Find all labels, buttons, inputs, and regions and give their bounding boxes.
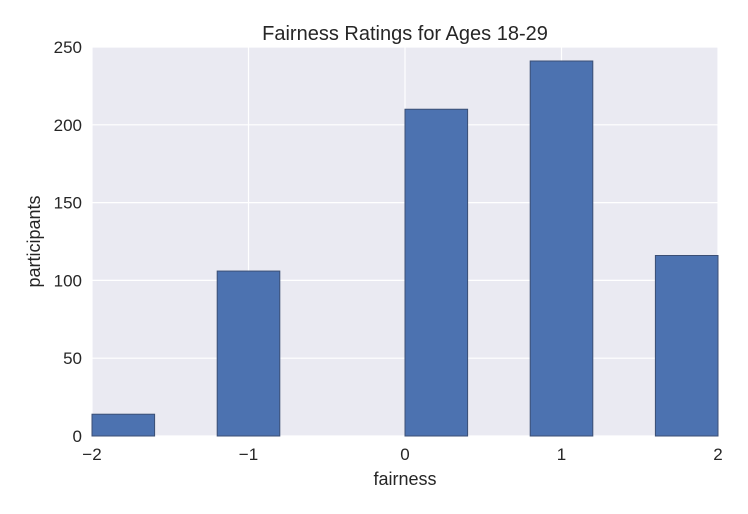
- y-tick-label: 50: [63, 349, 82, 368]
- y-tick-label: 150: [54, 194, 82, 213]
- histogram-bar: [654, 255, 719, 437]
- y-tick-label: 0: [73, 427, 82, 446]
- bars: [91, 60, 719, 437]
- x-tick-labels: −2 −1 0 1 2: [82, 445, 722, 464]
- y-tick-label: 250: [54, 38, 82, 57]
- histogram-bar: [529, 60, 594, 437]
- x-tick-label: 1: [557, 445, 566, 464]
- y-axis-label: participants: [24, 195, 44, 287]
- x-tick-label: −2: [82, 445, 101, 464]
- histogram-bar: [404, 108, 469, 437]
- x-tick-label: −1: [239, 445, 258, 464]
- histogram-bar: [91, 413, 156, 437]
- y-tick-label: 200: [54, 116, 82, 135]
- y-tick-label: 100: [54, 271, 82, 290]
- histogram-bar: [216, 270, 281, 437]
- chart-title: Fairness Ratings for Ages 18-29: [262, 23, 548, 45]
- x-tick-label: 0: [400, 445, 409, 464]
- x-tick-label: 2: [713, 445, 722, 464]
- y-tick-labels: 0 50 100 150 200 250: [54, 38, 82, 446]
- x-axis-label: fairness: [373, 469, 436, 489]
